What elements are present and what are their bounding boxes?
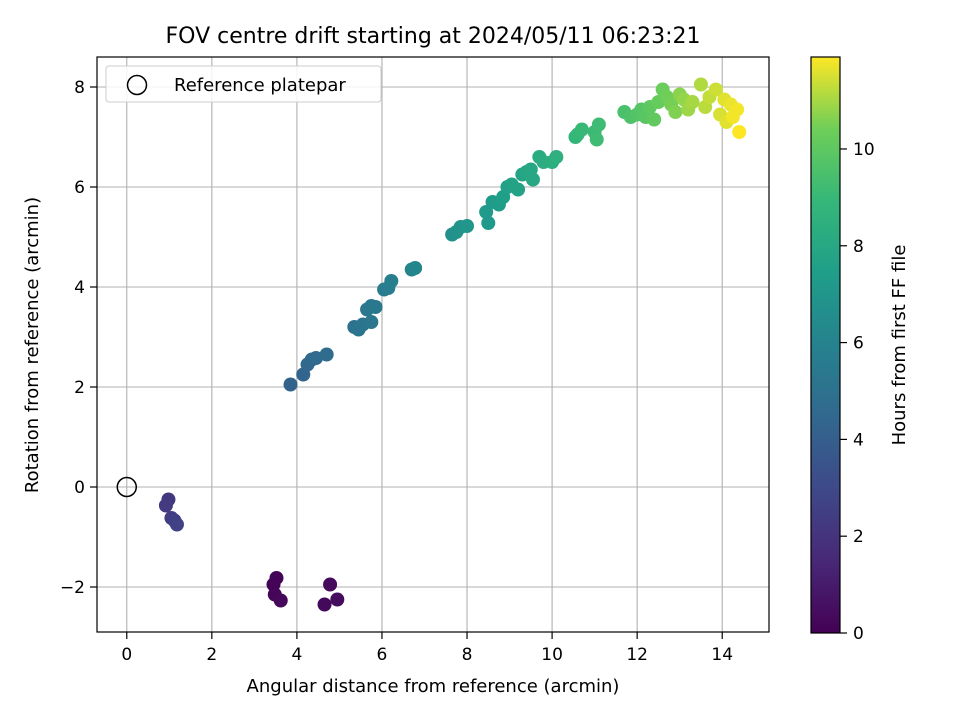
data-point (408, 261, 423, 275)
data-point (574, 122, 589, 137)
colorbar-tick-label: 6 (853, 334, 864, 354)
data-point (511, 182, 526, 197)
x-tick-label: 6 (377, 645, 388, 665)
y-tick-label: −2 (60, 578, 85, 598)
data-point (368, 300, 383, 314)
data-point (169, 517, 184, 532)
data-point (319, 347, 334, 362)
data-point (685, 95, 700, 109)
colorbar-gradient (810, 56, 841, 634)
data-point (364, 315, 379, 329)
data-point (269, 571, 284, 585)
data-point (158, 498, 173, 513)
x-tick-label: 0 (121, 645, 132, 665)
grid-lines (97, 57, 769, 632)
plot-frame (96, 56, 770, 633)
y-tick-label: 6 (74, 178, 85, 198)
data-points (158, 77, 747, 612)
x-tick-label: 8 (462, 645, 473, 665)
colorbar: 0 2 4 6 8 10 Hours from first FF file (810, 56, 910, 644)
data-point (732, 125, 747, 139)
data-point (549, 150, 564, 164)
data-point (591, 117, 606, 132)
x-axis-ticks: 0 2 4 6 8 10 12 14 (121, 632, 733, 665)
data-point (708, 82, 723, 97)
data-point (589, 132, 604, 147)
data-point (273, 593, 288, 608)
data-point (323, 577, 338, 592)
y-tick-label: 8 (74, 78, 85, 98)
data-point (309, 351, 324, 365)
legend-label: Reference platepar (174, 75, 346, 96)
colorbar-tick-label: 2 (853, 527, 864, 547)
data-point (668, 105, 683, 119)
x-axis-label: Angular distance from reference (arcmin) (247, 676, 620, 697)
x-tick-label: 12 (626, 645, 648, 665)
chart-title: FOV centre drift starting at 2024/05/11 … (166, 24, 701, 49)
y-axis-label: Rotation from reference (arcmin) (22, 197, 43, 493)
y-axis-ticks: −2 0 2 4 6 8 (60, 78, 97, 598)
data-point (479, 205, 494, 219)
data-point (330, 592, 345, 607)
colorbar-label: Hours from first FF file (889, 245, 910, 446)
data-point (384, 274, 399, 288)
y-tick-label: 2 (74, 378, 85, 398)
data-point (647, 112, 662, 127)
x-tick-label: 4 (291, 645, 302, 665)
colorbar-tick-label: 4 (853, 430, 864, 450)
x-tick-label: 2 (206, 645, 217, 665)
data-point (481, 216, 496, 230)
data-point (693, 77, 708, 92)
data-point (460, 219, 475, 233)
colorbar-tick-label: 0 (853, 624, 864, 644)
data-point (730, 102, 745, 117)
legend-box (105, 65, 382, 103)
y-tick-label: 0 (74, 478, 85, 498)
data-point (317, 597, 332, 612)
colorbar-tick-label: 10 (853, 140, 875, 160)
y-tick-label: 4 (74, 278, 85, 298)
data-point (283, 377, 298, 392)
x-tick-label: 14 (711, 645, 733, 665)
colorbar-tick-label: 8 (853, 237, 864, 257)
reference-marker (116, 476, 138, 498)
data-point (525, 172, 540, 187)
x-tick-label: 10 (541, 645, 563, 665)
legend: Reference platepar (105, 65, 382, 103)
legend-marker-icon (126, 74, 148, 96)
colorbar-ticks: 0 2 4 6 8 10 (840, 140, 875, 644)
